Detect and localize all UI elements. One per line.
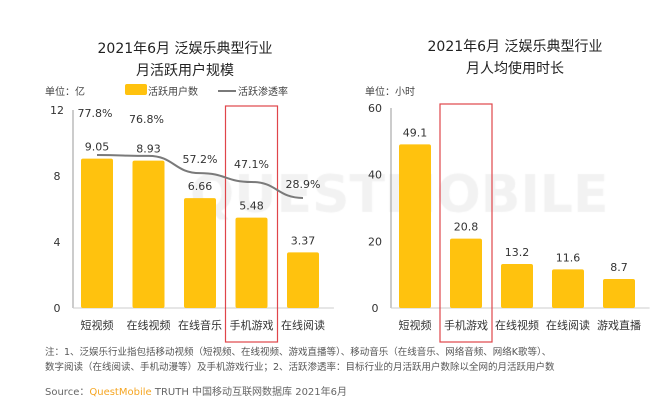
bar-在线阅读 bbox=[287, 252, 319, 308]
bar-游戏直播 bbox=[603, 279, 635, 308]
y-tick-label: 12 bbox=[50, 104, 64, 117]
bar-在线视频 bbox=[132, 160, 165, 308]
highlight-box bbox=[224, 105, 279, 343]
x-tick-label: 短视频 bbox=[399, 318, 432, 332]
source-label: Source： bbox=[45, 387, 90, 398]
x-tick-label: 在线阅读 bbox=[281, 318, 325, 332]
y-tick-label: 4 bbox=[54, 236, 61, 249]
x-tick-label: 在线阅读 bbox=[546, 318, 590, 332]
penetration-label: 57.2% bbox=[183, 153, 218, 166]
y-tick-label: 0 bbox=[372, 302, 379, 315]
note-line-1: 注：1、泛娱乐行业指包括移动视频（短视频、在线视频、游戏直播等）、移动音乐（在线… bbox=[45, 347, 552, 358]
source-rest: TRUTH 中国移动互联网数据库 2021年6月 bbox=[154, 387, 348, 398]
penetration-label: 76.8% bbox=[129, 113, 164, 126]
data-label: 49.1 bbox=[403, 126, 428, 139]
penetration-label: 28.9% bbox=[286, 178, 321, 191]
source-line: Source：QuestMobile TRUTH 中国移动互联网数据库 2021… bbox=[45, 383, 347, 398]
penetration-label: 77.8% bbox=[78, 107, 113, 120]
bar-在线视频 bbox=[501, 264, 533, 308]
y-tick-label: 60 bbox=[368, 102, 382, 115]
data-label: 8.7 bbox=[610, 261, 628, 274]
left-chart-title-2: 月活跃用户规模 bbox=[136, 63, 234, 79]
y-tick-label: 0 bbox=[54, 302, 61, 315]
bar-短视频 bbox=[81, 158, 113, 308]
penetration-label: 47.1% bbox=[234, 158, 269, 171]
data-label: 8.93 bbox=[136, 143, 161, 156]
x-tick-label: 在线视频 bbox=[127, 318, 171, 332]
note-line-2: 数字阅读（在线阅读、手机动漫等）及手机游戏行业；2、活跃渗透率：目标行业的月活跃… bbox=[45, 362, 555, 373]
data-label: 13.2 bbox=[505, 246, 530, 259]
bar-手机游戏 bbox=[235, 217, 268, 308]
legend-line-label: 活跃渗透率 bbox=[238, 87, 288, 98]
penetration-line bbox=[96, 154, 304, 199]
highlight-box bbox=[439, 103, 493, 343]
data-label: 5.48 bbox=[239, 200, 264, 213]
x-tick-label: 手机游戏 bbox=[230, 318, 274, 332]
x-tick-label: 短视频 bbox=[81, 318, 114, 332]
x-tick-label: 在线音乐 bbox=[178, 318, 222, 332]
legend-line-swatch bbox=[218, 90, 236, 92]
bar-手机游戏 bbox=[450, 238, 482, 308]
x-tick-label: 手机游戏 bbox=[444, 318, 488, 332]
bar-短视频 bbox=[399, 144, 431, 308]
left-chart-title-1: 2021年6月 泛娱乐典型行业 bbox=[97, 41, 273, 57]
data-label: 11.6 bbox=[556, 251, 581, 264]
x-tick-label: 游戏直播 bbox=[597, 318, 641, 332]
source-brand: QuestMobile bbox=[89, 387, 152, 398]
legend-bar-label: 活跃用户数 bbox=[148, 87, 198, 98]
right-chart-title-1: 2021年6月 泛娱乐典型行业 bbox=[427, 39, 603, 55]
data-label: 6.66 bbox=[188, 180, 213, 193]
y-tick-label: 40 bbox=[368, 169, 382, 182]
x-tick-label: 在线视频 bbox=[495, 318, 539, 332]
bar-在线音乐 bbox=[184, 198, 216, 308]
left-unit-label: 单位：亿 bbox=[45, 87, 85, 98]
y-tick-label: 8 bbox=[54, 170, 61, 183]
data-label: 3.37 bbox=[291, 234, 316, 247]
right-chart-title-2: 月人均使用时长 bbox=[466, 61, 564, 77]
bar-在线阅读 bbox=[552, 269, 584, 308]
right-unit-label: 单位：小时 bbox=[365, 87, 415, 98]
y-tick-label: 20 bbox=[368, 235, 382, 248]
data-label: 9.05 bbox=[85, 141, 110, 154]
legend-bar-swatch bbox=[125, 84, 147, 95]
data-label: 20.8 bbox=[454, 221, 479, 234]
